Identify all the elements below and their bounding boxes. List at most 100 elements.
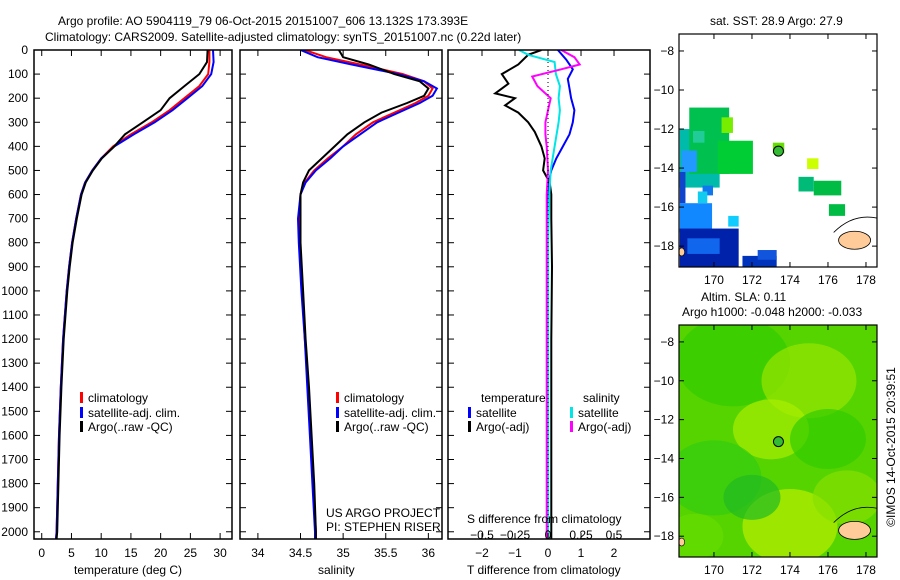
x-tick-label: 174: [780, 563, 800, 577]
island-fiji: [838, 520, 871, 540]
map-content: [679, 325, 877, 557]
legend-heading: temperature: [481, 391, 546, 405]
y-tick-label: −8: [660, 44, 674, 58]
title-line-2: Climatology: CARS2009. Satellite-adjuste…: [45, 30, 522, 44]
x-tick-label: 36: [422, 546, 436, 560]
sst-cell: [702, 185, 714, 196]
series-line-argo-raw-qc-: [299, 50, 430, 539]
coastline: [833, 506, 877, 523]
y-tick-label: 1100: [2, 308, 28, 322]
y-tick-label: −18: [654, 239, 675, 253]
legend-label: Argo(-adj): [578, 420, 632, 434]
temperature-legend: climatology satellite-adj. clim. Argo(..…: [80, 391, 180, 435]
sla-map-title-1: Altim. SLA: 0.11: [701, 290, 787, 304]
legend-label: satellite-adj. clim.: [88, 405, 181, 420]
x-tick-label: 0: [545, 546, 552, 560]
legend-item: Argo(-adj): [468, 420, 546, 435]
legend-swatch-magenta: [570, 421, 573, 432]
x-tick-label: 35.5: [374, 546, 398, 560]
x2-tick-label: −0.5: [470, 528, 494, 542]
island-fiji: [838, 230, 871, 250]
sla-map: [678, 324, 878, 558]
project-credit: US ARGO PROJECT: [326, 506, 441, 520]
x-tick-label: 15: [124, 546, 138, 560]
legend-label: Argo(..raw -QC): [344, 420, 429, 434]
argo-float-marker: [772, 436, 784, 448]
panel-frame: [447, 49, 651, 540]
x-tick-label: 170: [704, 563, 724, 577]
legend-label: Argo(..raw -QC): [88, 420, 173, 434]
series-line-s-satellite: [518, 50, 561, 539]
x-tick-label: 10: [95, 546, 109, 560]
legend-swatch-black: [336, 421, 339, 432]
legend-swatch-red: [80, 392, 83, 403]
sst-map: [678, 33, 878, 268]
y-tick-label: 500: [8, 163, 28, 177]
y-tick-label: 1300: [1, 356, 28, 370]
y-tick-label: −16: [654, 200, 675, 214]
sst-cell: [742, 255, 777, 267]
sst-cell: [721, 117, 733, 133]
x-tick-label: 174: [780, 273, 800, 287]
legend-item: Argo(-adj): [570, 420, 631, 435]
sst-cell: [717, 140, 753, 174]
series-group: [492, 50, 582, 539]
y-tick-label: 2000: [1, 525, 28, 539]
legend-swatch-cyan: [570, 406, 573, 418]
sla-anomaly: [812, 470, 877, 525]
y-tick-label: −12: [654, 413, 675, 427]
panel-temperature: [33, 49, 233, 540]
y-tick-label: 100: [8, 67, 28, 81]
x2-tick-label: 0.5: [606, 528, 623, 542]
series-line-satellite-adj-clim-: [55, 50, 215, 539]
y-tick-label: 0: [21, 43, 28, 57]
s-diff-xlabel: S difference from climatology: [467, 512, 622, 526]
x-tick-label: 35: [336, 546, 350, 560]
legend-item: satellite: [468, 406, 546, 421]
y-tick-label: 1600: [1, 428, 28, 442]
legend-item: satellite-adj. clim.: [80, 406, 180, 421]
legend-item: climatology: [80, 391, 180, 406]
t-diff-xlabel: T difference from climatology: [467, 563, 621, 577]
y-tick-label: 300: [8, 115, 28, 129]
legend-swatch-blue: [468, 406, 471, 418]
y-tick-label: −8: [660, 335, 674, 349]
x2-tick-label: 0.25: [569, 528, 593, 542]
legend-heading: salinity: [583, 391, 620, 405]
x-tick-label: 20: [154, 546, 168, 560]
x-tick-label: 176: [818, 563, 838, 577]
sla-anomaly: [723, 474, 781, 520]
sst-cell: [697, 191, 708, 204]
s-diff-legend: salinity satellite Argo(-adj): [570, 391, 631, 435]
x-tick-label: 2: [611, 546, 618, 560]
y-tick-label: −14: [654, 451, 675, 465]
series-line-climatology: [297, 50, 434, 539]
x-tick-label: 25: [184, 546, 198, 560]
y-tick-label: −16: [654, 490, 675, 504]
map-frame: [678, 33, 878, 268]
legend-swatch-red: [336, 392, 339, 403]
y-tick-label: −14: [654, 161, 675, 175]
sst-cell: [828, 204, 846, 216]
y-tick-label: 1800: [1, 477, 28, 491]
sst-cell: [679, 203, 713, 233]
sst-cell: [813, 180, 842, 196]
y-tick-label: −10: [654, 374, 675, 388]
sst-cell: [757, 250, 777, 260]
legend-label: climatology: [88, 391, 149, 405]
y-tick-label: 1400: [1, 380, 28, 394]
series-group: [296, 50, 439, 539]
sst-cell: [807, 158, 819, 170]
x-tick-label: 172: [742, 563, 762, 577]
x-tick-label: 5: [68, 546, 75, 560]
sst-cell: [728, 215, 739, 227]
sla-anomaly: [679, 513, 724, 557]
legend-item: satellite: [570, 406, 631, 421]
legend-label: satellite: [476, 405, 517, 420]
x-tick-label: 170: [704, 273, 724, 287]
t-diff-legend: temperature satellite Argo(-adj): [468, 391, 546, 435]
coastline: [833, 216, 877, 233]
y-tick-label: 1500: [1, 404, 28, 418]
